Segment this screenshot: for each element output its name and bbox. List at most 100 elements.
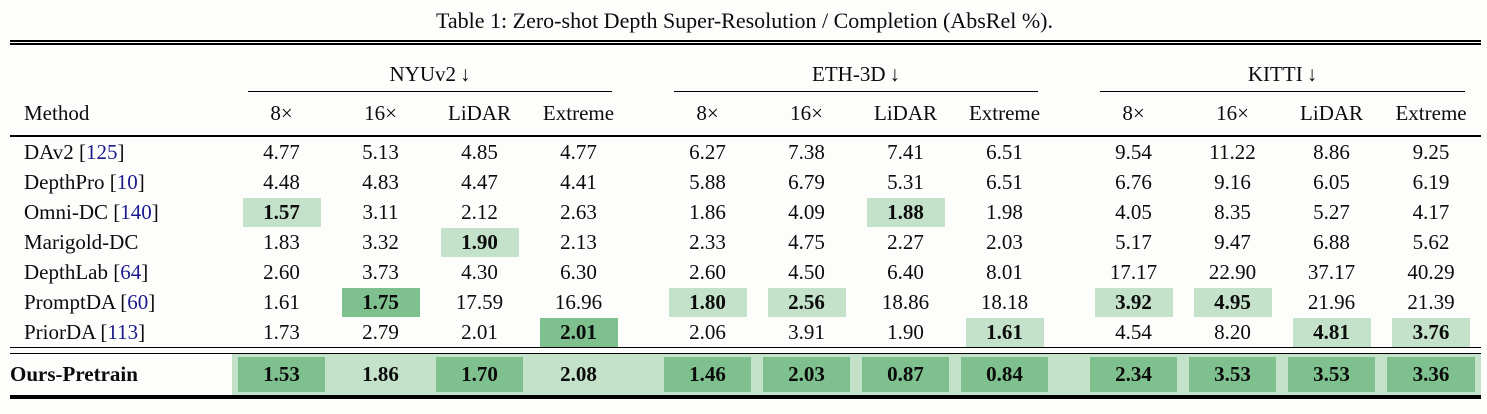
- value-cell: 4.81: [1282, 317, 1381, 348]
- down-arrow-icon: ↓: [889, 62, 901, 86]
- value-cell: 7.38: [788, 139, 825, 164]
- method-name: Marigold-DC: [24, 229, 139, 254]
- column-header-row: Method 8× 16× LiDAR Extreme 8× 16× LiDAR…: [10, 92, 1482, 137]
- value-cell: 7.41: [887, 139, 924, 164]
- group-gap: [628, 167, 658, 197]
- value-cell: 4.17: [1412, 199, 1450, 224]
- double-rule-separator: [10, 347, 1482, 354]
- value-cell: 17.59: [455, 289, 504, 314]
- group-header-kitti: KITTI ↓: [1084, 40, 1482, 92]
- group-header-eth3d: ETH-3D ↓: [658, 40, 1055, 92]
- col-header-lidar: LiDAR: [856, 92, 955, 137]
- highlight-best: 1.70: [436, 357, 523, 392]
- value-cell: 4.05: [1115, 199, 1152, 224]
- value-cell: 1.90: [430, 227, 529, 257]
- ours-row: Ours-Pretrain 1.53 1.86 1.70 2.08 1.46 2.03 0.8…: [10, 353, 1482, 399]
- group-header-row: NYUv2 ↓ ETH-3D ↓ KITTI ↓: [10, 40, 1482, 92]
- value-cell: 9.54: [1115, 139, 1152, 164]
- highlight-best: 2.03: [763, 357, 850, 392]
- highlight-best: 1.46: [664, 357, 751, 392]
- citation-ref[interactable]: 64: [120, 259, 142, 284]
- group-gap: [1054, 136, 1084, 167]
- citation-ref[interactable]: 125: [86, 139, 118, 164]
- value-cell: 1.83: [263, 229, 300, 254]
- citation-ref[interactable]: 10: [116, 169, 138, 194]
- highlight-second: 4.81: [1292, 317, 1371, 347]
- method-name: DepthPro [10]: [24, 169, 145, 194]
- table-row: DepthPro [10] 4.48 4.83 4.47 4.41 5.88 6.79 5.3…: [10, 167, 1481, 197]
- highlight-second: 2.56: [767, 287, 846, 317]
- value-cell: 2.60: [263, 259, 300, 284]
- value-cell: 16.96: [554, 289, 603, 314]
- col-header-16x: 16×: [331, 92, 430, 137]
- col-header-16x: 16×: [1183, 92, 1283, 137]
- value-cell: 6.79: [788, 169, 825, 194]
- group-header-nyuv2: NYUv2 ↓: [232, 40, 628, 92]
- group-gap: [628, 40, 658, 92]
- highlight-best: 2.01: [539, 317, 618, 347]
- value-cell: 6.40: [887, 259, 924, 284]
- table-row: DepthLab [64] 2.60 3.73 4.30 6.30 2.60 4.50 6.4…: [10, 257, 1481, 287]
- table-row: Omni-DC [140] 1.57 3.11 2.12 2.63 1.86 4.09 1.8…: [10, 197, 1481, 227]
- table-row: DAv2 [125] 4.77 5.13 4.85 4.77 6.27 7.38 7.41 6.…: [10, 136, 1481, 167]
- value-cell: 40.29: [1407, 259, 1455, 284]
- value-cell: 4.77: [560, 139, 597, 164]
- citation-ref[interactable]: 113: [107, 319, 139, 344]
- value-cell: 1.61: [263, 289, 300, 314]
- value-cell: 1.46: [658, 353, 757, 399]
- value-cell: 2.12: [461, 199, 498, 224]
- value-cell: 1.57: [232, 197, 331, 227]
- value-cell: 1.53: [232, 353, 331, 399]
- double-rule: [10, 347, 1482, 354]
- value-cell: 1.88: [856, 197, 955, 227]
- value-cell: 5.13: [362, 139, 399, 164]
- value-cell: 8.35: [1214, 199, 1251, 224]
- group-gap: [1054, 197, 1084, 227]
- value-cell: 9.47: [1214, 229, 1251, 254]
- value-cell: 4.77: [263, 139, 300, 164]
- value-cell: 4.75: [788, 229, 825, 254]
- value-cell: 6.05: [1313, 169, 1350, 194]
- highlight-best: 3.53: [1288, 357, 1376, 392]
- down-arrow-icon: ↓: [460, 62, 471, 86]
- value-cell: 3.11: [362, 199, 399, 224]
- value-cell: 9.25: [1412, 139, 1450, 164]
- value-cell: 1.80: [658, 287, 757, 317]
- value-cell: 6.88: [1313, 229, 1350, 254]
- value-cell: 3.76: [1381, 317, 1481, 348]
- highlight-second: 4.95: [1193, 287, 1272, 317]
- value-cell: 2.60: [689, 259, 726, 284]
- table-row: Marigold-DC 1.83 3.32 1.90 2.13 2.33 4.75 2.27 2…: [10, 227, 1481, 257]
- value-cell: 1.73: [263, 319, 300, 344]
- group-gap: [1054, 40, 1085, 92]
- value-cell: 4.85: [461, 139, 498, 164]
- value-cell: 3.36: [1381, 353, 1482, 399]
- method-name: PromptDA [60]: [24, 289, 156, 314]
- col-header-extreme: Extreme: [529, 92, 628, 137]
- highlight-second: 3.92: [1094, 287, 1173, 317]
- value-cell: 1.61: [955, 317, 1054, 348]
- value-cell: 5.88: [689, 169, 726, 194]
- citation-ref[interactable]: 60: [127, 289, 149, 314]
- group-gap: [628, 92, 658, 137]
- paper-table-figure: Table 1: Zero-shot Depth Super-Resolutio…: [10, 8, 1482, 399]
- value-cell: 8.86: [1313, 139, 1350, 164]
- highlight-best: 1.75: [341, 287, 420, 317]
- method-name: DAv2 [125]: [24, 139, 125, 164]
- value-cell: 5.31: [887, 169, 924, 194]
- col-header-extreme: Extreme: [955, 92, 1055, 137]
- col-header-lidar: LiDAR: [430, 92, 529, 137]
- highlight-best: 2.34: [1090, 357, 1178, 392]
- value-cell: 11.22: [1209, 139, 1256, 164]
- group-gap: [628, 287, 658, 317]
- value-cell: 3.53: [1183, 353, 1283, 399]
- citation-ref[interactable]: 140: [120, 199, 152, 224]
- value-cell: 22.90: [1208, 259, 1257, 284]
- value-cell: 6.19: [1412, 169, 1450, 194]
- group-gap: [1054, 227, 1084, 257]
- value-cell: 8.01: [986, 259, 1023, 284]
- corner-cell: [10, 40, 232, 92]
- col-header-extreme: Extreme: [1381, 92, 1482, 137]
- method-column-header: Method: [10, 92, 232, 137]
- method-name: Ours-Pretrain: [10, 353, 232, 399]
